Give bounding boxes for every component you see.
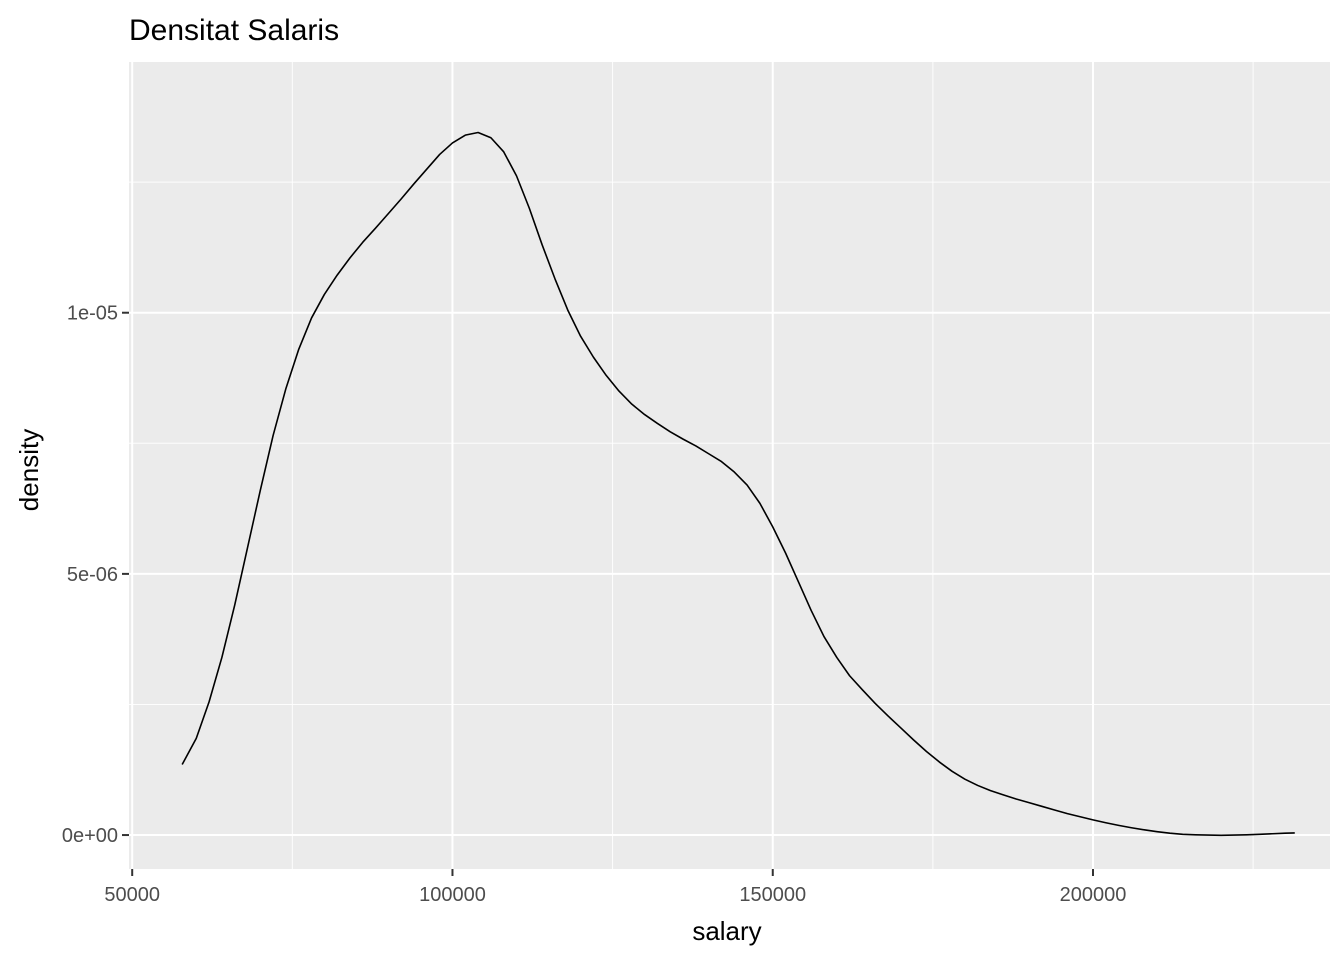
y-axis: 0e+00 5e-06 1e-05 (62, 303, 129, 847)
x-tick-label-2: 150000 (739, 884, 806, 906)
y-tick-label-0: 0e+00 (62, 825, 118, 847)
major-gridlines (129, 62, 1330, 869)
y-tick-label-2: 1e-05 (67, 303, 118, 325)
x-tick-label-1: 100000 (419, 884, 486, 906)
y-tick-label-1: 5e-06 (67, 564, 118, 586)
plot-panel (129, 62, 1330, 869)
x-tick-label-0: 50000 (104, 884, 160, 906)
chart-title: Densitat Salaris (129, 14, 339, 47)
density-curve (181, 131, 1295, 837)
x-tick-label-3: 200000 (1060, 884, 1127, 906)
x-axis-title: salary (692, 916, 761, 946)
y-axis-title: density (14, 429, 44, 511)
minor-gridlines (129, 62, 1330, 869)
x-axis: 50000 100000 150000 200000 (104, 869, 1126, 906)
